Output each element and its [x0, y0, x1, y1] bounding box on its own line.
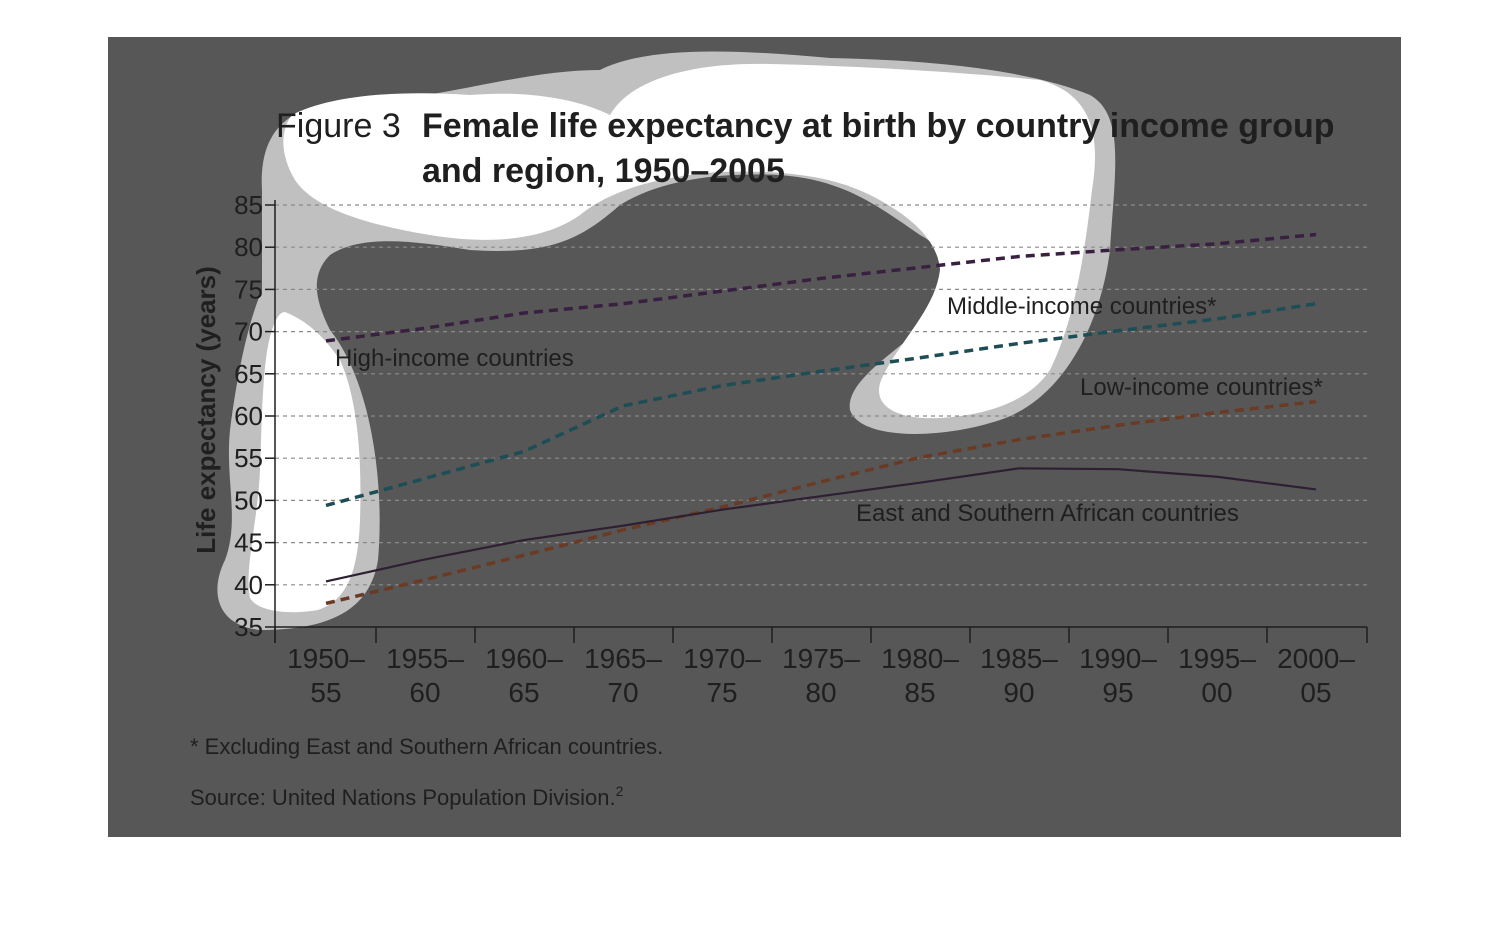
series-line-3 — [325, 467, 1317, 583]
y-tick-label-65: 65 — [234, 359, 263, 389]
x-tick-label-8-line2: 95 — [1102, 677, 1133, 708]
x-tick-label-7-line1: 1985– — [980, 643, 1058, 674]
y-axis-label: Life expectancy (years) — [191, 266, 221, 554]
x-tick-label-5-line1: 1975– — [782, 643, 860, 674]
x-tick-label-2-line2: 65 — [508, 677, 539, 708]
y-tick-label-70: 70 — [234, 317, 263, 347]
series-line-1 — [325, 302, 1317, 508]
x-tick-label-9-line2: 00 — [1201, 677, 1232, 708]
series-lines — [325, 232, 1317, 606]
series-label-middle-income: Middle-income countries* — [947, 293, 1216, 320]
source-text: Source: United Nations Population Divisi… — [190, 785, 616, 810]
x-tick-label-7-line2: 90 — [1003, 677, 1034, 708]
x-tick-label-10-line2: 05 — [1300, 677, 1331, 708]
x-tick-label-10-line1: 2000– — [1277, 643, 1355, 674]
figure-title-line1: Female life expectancy at birth by count… — [422, 107, 1335, 145]
y-tick-label-60: 60 — [234, 401, 263, 431]
axes: 35404550556065707580851950–551955–601960… — [234, 190, 1368, 708]
highlight-blob-top — [283, 63, 1096, 419]
y-tick-label-45: 45 — [234, 528, 263, 558]
x-tick-label-5-line2: 80 — [805, 677, 836, 708]
series-line-0 — [325, 232, 1317, 343]
x-tick-label-3-line1: 1965– — [584, 643, 662, 674]
series-label-east-southern-africa: East and Southern African countries — [856, 500, 1239, 527]
x-tick-label-3-line2: 70 — [607, 677, 638, 708]
x-tick-label-4-line1: 1970– — [683, 643, 761, 674]
y-tick-label-75: 75 — [234, 274, 263, 304]
x-tick-label-9-line1: 1995– — [1178, 643, 1256, 674]
x-tick-label-0-line1: 1950– — [287, 643, 365, 674]
series-label-high-income: High-income countries — [335, 345, 574, 372]
x-tick-label-1-line2: 60 — [409, 677, 440, 708]
highlight-blob-left — [248, 312, 361, 613]
x-tick-label-0-line2: 55 — [310, 677, 341, 708]
highlight-blobs — [217, 51, 1116, 630]
figure-label: Figure 3 — [276, 107, 401, 145]
series-line-2 — [325, 399, 1317, 606]
y-tick-label-80: 80 — [234, 232, 263, 262]
y-tick-label-50: 50 — [234, 485, 263, 515]
x-tick-label-6-line1: 1980– — [881, 643, 959, 674]
y-tick-label-40: 40 — [234, 570, 263, 600]
x-tick-label-8-line1: 1990– — [1079, 643, 1157, 674]
gridlines — [275, 204, 1367, 586]
x-tick-label-1-line1: 1955– — [386, 643, 464, 674]
footnote: * Excluding East and Southern African co… — [190, 734, 663, 759]
x-tick-label-6-line2: 85 — [904, 677, 935, 708]
source-superscript: 2 — [616, 783, 624, 799]
series-label-low-income: Low-income countries* — [1080, 374, 1323, 401]
source-note: Source: United Nations Population Divisi… — [190, 783, 624, 810]
x-tick-label-2-line1: 1960– — [485, 643, 563, 674]
y-tick-label-35: 35 — [234, 612, 263, 642]
y-tick-label-55: 55 — [234, 443, 263, 473]
y-tick-label-85: 85 — [234, 190, 263, 220]
x-tick-label-4-line2: 75 — [706, 677, 737, 708]
figure-title-line2: and region, 1950–2005 — [422, 152, 785, 190]
